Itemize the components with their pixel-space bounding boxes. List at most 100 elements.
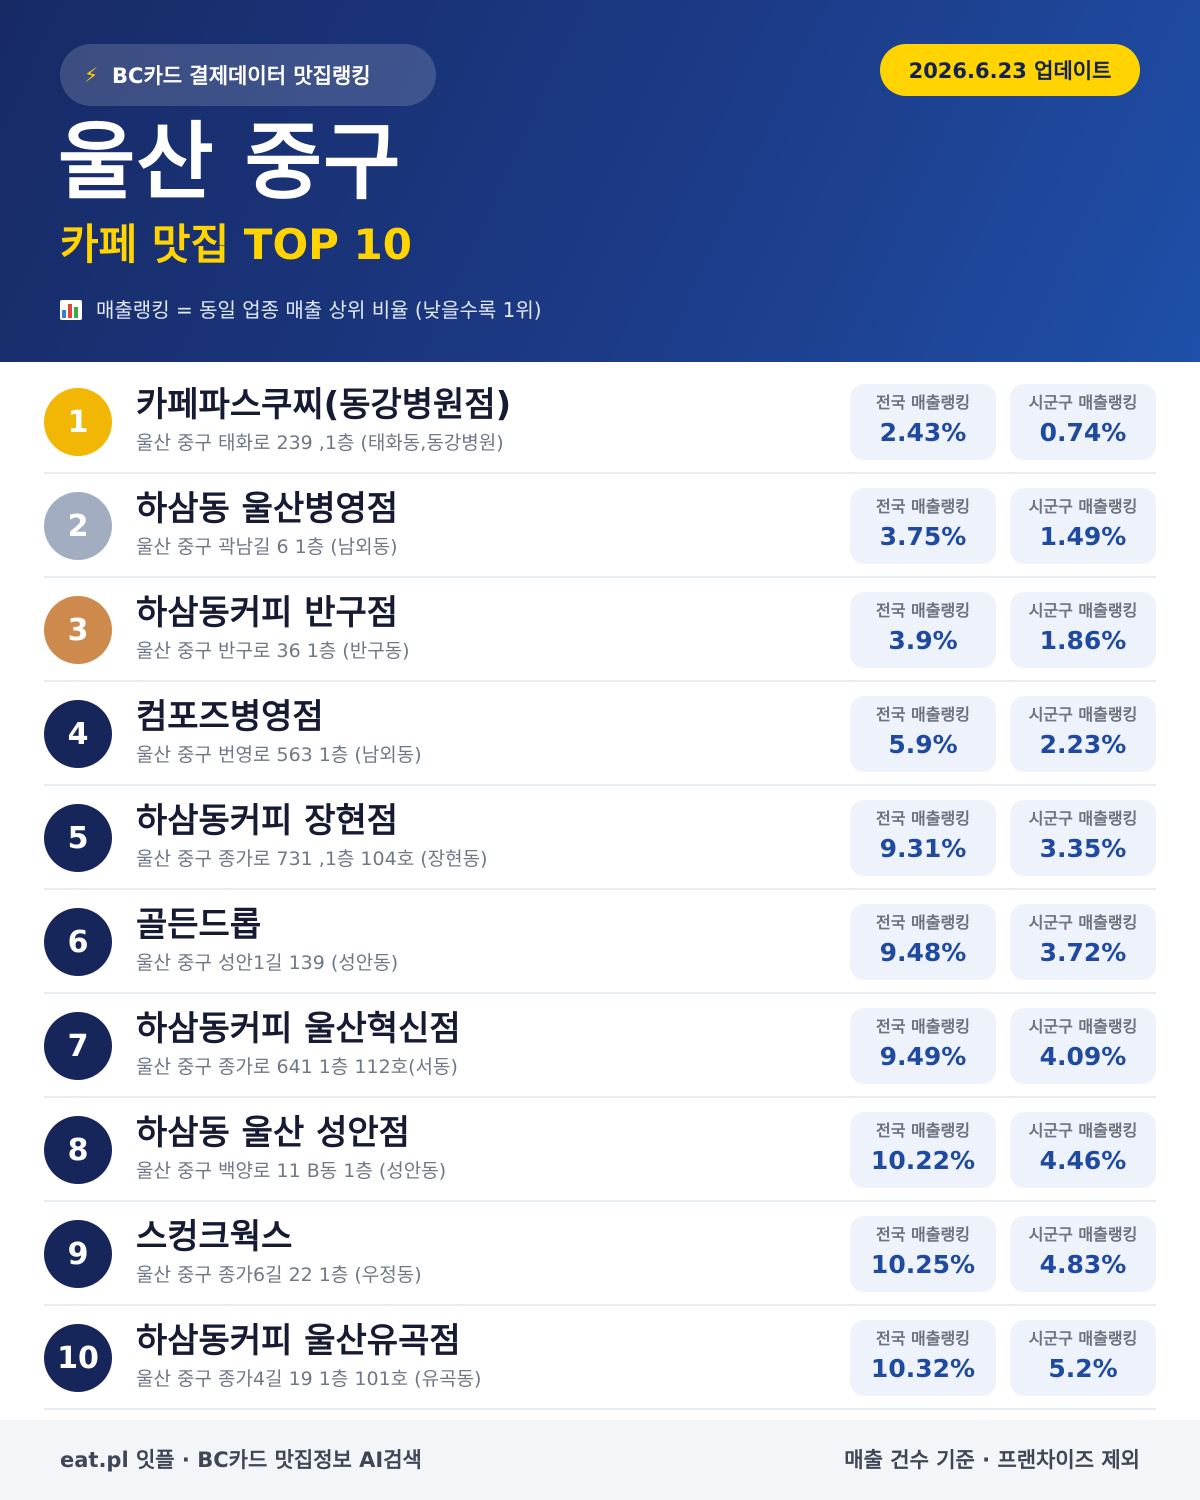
cafe-name: 하삼동 울산 성안점	[136, 1113, 410, 1153]
list-item[interactable]: 2 하삼동 울산병영점 울산 중구 곽남길 6 1층 (남외동) 전국 매출랭킹…	[44, 474, 1156, 578]
regional-ranking-value: 4.83%	[1039, 1250, 1127, 1279]
national-ranking-box: 전국 매출랭킹 10.22%	[850, 1112, 996, 1188]
regional-ranking-value: 3.35%	[1039, 834, 1127, 863]
rank-badge: 1	[44, 388, 112, 456]
regional-ranking-box: 시군구 매출랭킹 1.86%	[1010, 592, 1156, 668]
ranking-note-text: 매출랭킹 = 동일 업종 매출 상위 비율 (낮을수록 1위)	[96, 298, 542, 322]
regional-ranking-label: 시군구 매출랭킹	[1028, 1017, 1138, 1036]
rank-badge: 3	[44, 596, 112, 664]
regional-ranking-box: 시군구 매출랭킹 4.83%	[1010, 1216, 1156, 1292]
ranking-note: 매출랭킹 = 동일 업종 매출 상위 비율 (낮을수록 1위)	[60, 294, 542, 326]
list-item[interactable]: 7 하삼동커피 울산혁신점 울산 중구 종가로 641 1층 112호(서동) …	[44, 994, 1156, 1098]
national-ranking-value: 10.22%	[870, 1146, 976, 1175]
cafe-address: 울산 중구 종가4길 19 1층 101호 (유곡동)	[136, 1368, 482, 1390]
list-item[interactable]: 5 하삼동커피 장현점 울산 중구 종가로 731 ,1층 104호 (장현동)…	[44, 786, 1156, 890]
regional-ranking-box: 시군구 매출랭킹 2.23%	[1010, 696, 1156, 772]
cafe-name: 골든드롭	[136, 905, 262, 945]
source-label: BC카드 결제데이터 맛집랭킹	[112, 64, 371, 88]
national-ranking-box: 전국 매출랭킹 3.75%	[850, 488, 996, 564]
page-title: 울산 중구	[58, 113, 402, 211]
national-ranking-label: 전국 매출랭킹	[876, 809, 970, 828]
national-ranking-box: 전국 매출랭킹 10.32%	[850, 1320, 996, 1396]
page-subtitle: 카페 맛집 TOP 10	[60, 220, 413, 269]
rank-badge: 10	[44, 1324, 112, 1392]
regional-ranking-value: 0.74%	[1039, 418, 1127, 447]
national-ranking-label: 전국 매출랭킹	[876, 705, 970, 724]
national-ranking-box: 전국 매출랭킹 5.9%	[850, 696, 996, 772]
regional-ranking-box: 시군구 매출랭킹 3.72%	[1010, 904, 1156, 980]
ranking-list: 1 카페파스쿠찌(동강병원점) 울산 중구 태화로 239 ,1층 (태화동,동…	[44, 370, 1156, 1410]
national-ranking-label: 전국 매출랭킹	[876, 1329, 970, 1348]
regional-ranking-label: 시군구 매출랭킹	[1028, 1329, 1138, 1348]
list-item[interactable]: 3 하삼동커피 반구점 울산 중구 반구로 36 1층 (반구동) 전국 매출랭…	[44, 578, 1156, 682]
cafe-name: 카페파스쿠찌(동강병원점)	[136, 385, 512, 425]
regional-ranking-label: 시군구 매출랭킹	[1028, 809, 1138, 828]
header-banner: ⚡ BC카드 결제데이터 맛집랭킹 2026.6.23 업데이트 울산 중구 카…	[0, 0, 1200, 362]
cafe-address: 울산 중구 번영로 563 1층 (남외동)	[136, 744, 422, 766]
regional-ranking-label: 시군구 매출랭킹	[1028, 705, 1138, 724]
national-ranking-value: 10.25%	[870, 1250, 976, 1279]
rank-badge: 5	[44, 804, 112, 872]
regional-ranking-label: 시군구 매출랭킹	[1028, 393, 1138, 412]
list-item[interactable]: 9 스컹크웍스 울산 중구 종가6길 22 1층 (우정동) 전국 매출랭킹 1…	[44, 1202, 1156, 1306]
cafe-name: 컴포즈병영점	[136, 697, 324, 737]
cafe-address: 울산 중구 종가6길 22 1층 (우정동)	[136, 1264, 422, 1286]
list-item[interactable]: 1 카페파스쿠찌(동강병원점) 울산 중구 태화로 239 ,1층 (태화동,동…	[44, 370, 1156, 474]
regional-ranking-box: 시군구 매출랭킹 3.35%	[1010, 800, 1156, 876]
national-ranking-value: 9.49%	[879, 1042, 967, 1071]
cafe-address: 울산 중구 성안1길 139 (성안동)	[136, 952, 399, 974]
regional-ranking-label: 시군구 매출랭킹	[1028, 601, 1138, 620]
national-ranking-value: 3.9%	[888, 626, 958, 655]
cafe-address: 울산 중구 태화로 239 ,1층 (태화동,동강병원)	[136, 432, 504, 454]
rank-badge: 9	[44, 1220, 112, 1288]
regional-ranking-box: 시군구 매출랭킹 4.09%	[1010, 1008, 1156, 1084]
national-ranking-box: 전국 매출랭킹 10.25%	[850, 1216, 996, 1292]
cafe-name: 하삼동 울산병영점	[136, 489, 399, 529]
footer-criteria: 매출 건수 기준 · 프랜차이즈 제외	[844, 1448, 1140, 1472]
national-ranking-label: 전국 매출랭킹	[876, 913, 970, 932]
regional-ranking-box: 시군구 매출랭킹 4.46%	[1010, 1112, 1156, 1188]
cafe-address: 울산 중구 곽남길 6 1층 (남외동)	[136, 536, 398, 558]
bar-chart-icon	[60, 300, 82, 320]
national-ranking-label: 전국 매출랭킹	[876, 497, 970, 516]
regional-ranking-box: 시군구 매출랭킹 1.49%	[1010, 488, 1156, 564]
cafe-address: 울산 중구 반구로 36 1층 (반구동)	[136, 640, 410, 662]
source-badge: ⚡ BC카드 결제데이터 맛집랭킹	[60, 44, 436, 106]
footer: eat.pl 잇플 · BC카드 맛집정보 AI검색 매출 건수 기준 · 프랜…	[0, 1420, 1200, 1500]
regional-ranking-box: 시군구 매출랭킹 5.2%	[1010, 1320, 1156, 1396]
regional-ranking-label: 시군구 매출랭킹	[1028, 497, 1138, 516]
national-ranking-label: 전국 매출랭킹	[876, 1121, 970, 1140]
cafe-name: 하삼동커피 울산혁신점	[136, 1009, 461, 1049]
cafe-address: 울산 중구 종가로 641 1층 112호(서동)	[136, 1056, 458, 1078]
national-ranking-value: 2.43%	[879, 418, 967, 447]
rank-badge: 4	[44, 700, 112, 768]
national-ranking-box: 전국 매출랭킹 9.49%	[850, 1008, 996, 1084]
rank-badge: 6	[44, 908, 112, 976]
rank-badge: 7	[44, 1012, 112, 1080]
rank-badge: 2	[44, 492, 112, 560]
footer-brand: eat.pl 잇플 · BC카드 맛집정보 AI검색	[60, 1448, 422, 1472]
regional-ranking-value: 4.09%	[1039, 1042, 1127, 1071]
regional-ranking-value: 3.72%	[1039, 938, 1127, 967]
rank-badge: 8	[44, 1116, 112, 1184]
national-ranking-value: 10.32%	[870, 1354, 976, 1383]
national-ranking-value: 9.31%	[879, 834, 967, 863]
national-ranking-label: 전국 매출랭킹	[876, 393, 970, 412]
regional-ranking-label: 시군구 매출랭킹	[1028, 1225, 1138, 1244]
list-item[interactable]: 8 하삼동 울산 성안점 울산 중구 백양로 11 B동 1층 (성안동) 전국…	[44, 1098, 1156, 1202]
list-item[interactable]: 6 골든드롭 울산 중구 성안1길 139 (성안동) 전국 매출랭킹 9.48…	[44, 890, 1156, 994]
national-ranking-box: 전국 매출랭킹 9.48%	[850, 904, 996, 980]
update-date-badge: 2026.6.23 업데이트	[880, 44, 1140, 96]
regional-ranking-label: 시군구 매출랭킹	[1028, 1121, 1138, 1140]
lightning-icon: ⚡	[84, 63, 99, 87]
list-item[interactable]: 10 하삼동커피 울산유곡점 울산 중구 종가4길 19 1층 101호 (유곡…	[44, 1306, 1156, 1410]
regional-ranking-value: 2.23%	[1039, 730, 1127, 759]
cafe-name: 하삼동커피 장현점	[136, 801, 399, 841]
regional-ranking-box: 시군구 매출랭킹 0.74%	[1010, 384, 1156, 460]
cafe-address: 울산 중구 백양로 11 B동 1층 (성안동)	[136, 1160, 447, 1182]
list-item[interactable]: 4 컴포즈병영점 울산 중구 번영로 563 1층 (남외동) 전국 매출랭킹 …	[44, 682, 1156, 786]
cafe-name: 하삼동커피 울산유곡점	[136, 1321, 461, 1361]
national-ranking-box: 전국 매출랭킹 3.9%	[850, 592, 996, 668]
regional-ranking-value: 1.86%	[1039, 626, 1127, 655]
regional-ranking-value: 1.49%	[1039, 522, 1127, 551]
